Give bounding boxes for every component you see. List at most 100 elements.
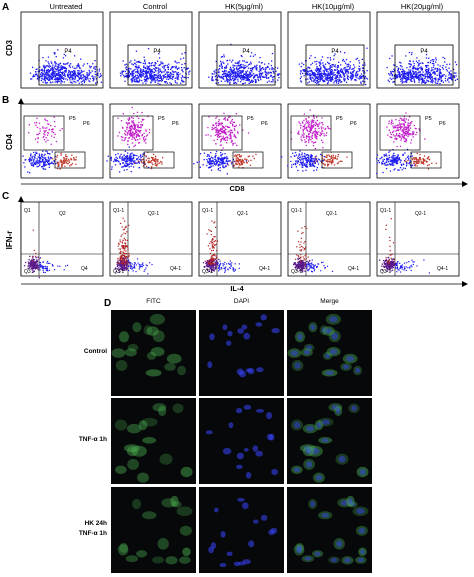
panel-c-q2-4: Q2-1 [415,211,426,217]
panel-a-title-4: HK(20µg/ml) [401,2,444,11]
panel-c-dots-0 [23,229,69,279]
panel-c-q2-0: Q2 [59,211,66,217]
panel-a-gate-label-0: P4 [64,49,72,55]
panel-a-gate-1 [127,44,187,86]
panel-b-gate-label-p5-2: P5 [247,116,254,122]
panel-b-gate-label-p6-3: P6 [350,121,357,127]
panel-a-label: A [2,2,9,13]
panel-d-cells-1-2 [290,403,369,483]
panel-c-q1-4: Q1-1 [380,208,391,214]
panel-b-gate-p5-1 [112,115,154,151]
panel-b-gate-p5-0 [23,115,65,151]
panel-d-cells-2-0 [117,495,193,565]
panel-b-gate-label-p6-1: P6 [172,121,179,127]
panel-d-image-1-0 [111,398,196,484]
panel-d-image-0-0 [111,310,196,396]
panel-d-col-2: Merge [320,298,339,305]
panel-d-image-0-2 [287,310,372,396]
panel-c-q1-1: Q1-1 [113,208,124,214]
panel-b-plot-3 [287,103,371,179]
panel-b-dots-3 [281,109,348,172]
panel-a-gate-label-4: P4 [420,49,428,55]
panel-c-q3-3: Q3-1 [291,269,302,275]
panel-d-col-0: FITC [146,298,161,305]
panel-b-gate-p6-0 [54,151,86,169]
panel-c-dots-3 [293,226,334,273]
panel-b-gate-label-p5-3: P5 [336,116,343,122]
panel-d-cells-1-1 [205,404,278,479]
panel-b-label: B [2,95,9,106]
panel-c-xlabel: IL-4 [230,284,244,293]
panel-b-gate-p6-2 [232,151,264,169]
panel-b-dots-1 [106,106,164,173]
panel-a-gate-2 [216,44,276,86]
panel-b-gate-label-p6-2: P6 [261,121,268,127]
panel-d-cells-2-2 [293,495,369,565]
panel-d-cells-0-1 [207,314,280,378]
panel-b-plot-4 [376,103,460,179]
panel-d-image-0-1 [199,310,284,396]
panel-c-dots-4 [379,218,430,274]
panel-c-q2-2: Q2-1 [237,211,248,217]
panel-b-gate-p5-3 [290,115,332,151]
panel-a-title-1: Control [143,2,168,11]
panel-c-q4-4: Q4-1 [437,266,448,272]
panel-c-q3-1: Q3-1 [113,269,124,275]
panel-a-title-0: Untreated [50,2,83,11]
panel-b-yaxis-arrowhead [18,98,24,104]
panel-a-gate-label-2: P4 [242,49,250,55]
panel-d: D FITC DAPI Merge Control TNF-α 1h HK 24h TNF-α… [79,298,372,573]
panel-d-row-1-line-0: TNF-α 1h [79,436,107,443]
panel-b-gate-label-p6-4: P6 [439,121,446,127]
panel-b-dots-4 [376,112,437,175]
panel-d-image-2-2 [287,487,372,573]
panel-a-dots-2 [208,43,281,85]
panel-b-gate-label-p6-0: P6 [83,121,90,127]
panel-c-dots-1 [114,217,153,275]
panel-b-xlabel: CD8 [229,184,244,193]
panel-b-gate-p5-2 [201,115,243,151]
panel-c-q1-3: Q1-1 [291,208,302,214]
panel-c-q3-0: Q3 [24,269,31,275]
panel-d-cells-0-0 [111,313,187,377]
panel-b-xaxis-arrowhead [462,181,468,187]
panel-a-gate-0 [38,44,98,86]
panel-a-dots-0 [29,49,103,85]
panel-c-q4-0: Q4 [81,266,88,272]
panel-d-image-2-0 [111,487,196,573]
panel-c: C IFN-r IL-4 Q1 Q2 Q3 Q4 Q1-1 Q2-1 Q3-1 Q4-1 Q1-1 Q2… [2,191,468,293]
panel-b-gate-p5-4 [379,115,421,151]
panel-d-row-0-line-0: Control [84,348,107,355]
panel-d-cells-0-2 [287,313,363,377]
panel-a-ylabel: CD3 [5,39,14,56]
panel-a: A CD3 Untreated P4 Control P4 HK(5µg/ml) P4 HK(1… [2,2,460,89]
panel-a-plot-4 [376,11,460,89]
panel-c-q2-3: Q2-1 [326,211,337,217]
panel-c-ylabel: IFN-r [5,231,14,250]
panel-c-xaxis-arrowhead [462,281,468,287]
panel-a-gate-4 [394,44,454,86]
panel-c-label: C [2,191,9,202]
panel-a-gate-label-3: P4 [331,49,339,55]
panel-b-gate-p6-1 [143,151,175,169]
panel-c-yaxis-arrowhead [18,196,24,202]
panel-d-row-2-line-0: HK 24h [85,520,107,527]
panel-b-gate-label-p5-0: P5 [69,116,76,122]
panel-c-q1-0: Q1 [24,208,31,214]
panel-d-cells-1-0 [114,403,193,483]
panel-b-gate-label-p5-4: P5 [425,116,432,122]
panel-c-q4-1: Q4-1 [170,266,181,272]
panel-d-cells-2-1 [208,497,278,568]
panel-b: B CD4 CD8 P5 P6 P5 P6 P5 P6 P5 P6 P5 P6 [2,95,468,193]
panel-c-q2-1: Q2-1 [148,211,159,217]
panel-a-plot-3 [287,11,371,89]
panel-a-title-3: HK(10µg/ml) [312,2,355,11]
panel-d-col-1: DAPI [234,298,249,305]
panel-c-q3-2: Q3-1 [202,269,213,275]
panel-d-image-1-2 [287,398,372,484]
panel-a-gate-label-1: P4 [153,49,161,55]
panel-c-q4-2: Q4-1 [259,266,270,272]
panel-c-q1-2: Q1-1 [202,208,213,214]
panel-d-label: D [104,298,111,309]
